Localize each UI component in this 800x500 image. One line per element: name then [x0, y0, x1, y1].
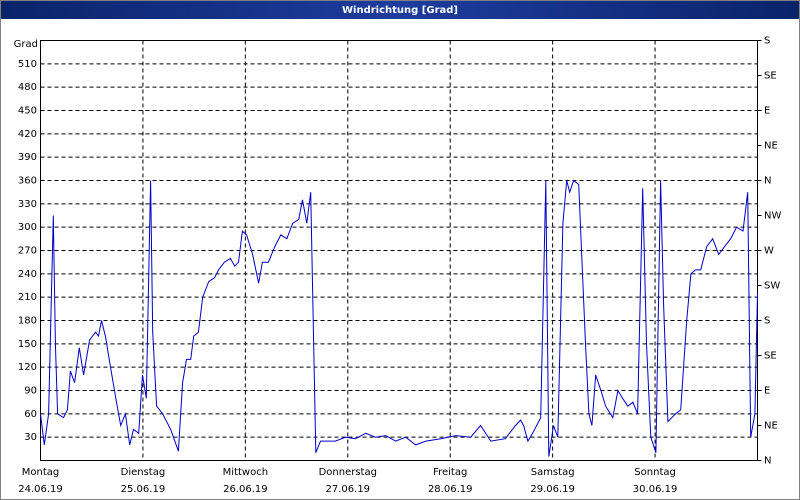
y-tick-label: 360: [18, 176, 37, 187]
y-tick-label: 330: [18, 199, 37, 210]
title-bar: [1, 1, 799, 19]
y2-tick-label: S: [764, 36, 770, 47]
x-tick-date: 26.06.19: [223, 484, 268, 495]
series-line: [40, 179, 758, 457]
x-tick-label: Mittwoch: [223, 467, 268, 478]
y-tick-label: 90: [24, 386, 37, 397]
x-tick-label: Dienstag: [121, 467, 166, 478]
x-tick-date: 27.06.19: [326, 484, 371, 495]
y2-tick-label: SE: [764, 71, 777, 82]
y-tick-label: 180: [18, 316, 37, 327]
y-tick-label: 420: [18, 129, 37, 140]
y-tick-label: 210: [18, 292, 37, 303]
y-axis-label: Grad: [14, 39, 38, 50]
x-tick-date: 29.06.19: [530, 484, 575, 495]
y2-tick-label: E: [764, 106, 770, 117]
y2-tick-label: NW: [764, 211, 781, 222]
y2-tick-label: N: [764, 456, 771, 467]
x-tick-date: 30.06.19: [633, 484, 678, 495]
y-tick-label: 270: [18, 246, 37, 257]
y2-tick-label: SW: [764, 281, 780, 292]
x-tick-date: 25.06.19: [121, 484, 166, 495]
y-tick-label: 300: [18, 222, 37, 233]
y2-tick-label: NE: [764, 141, 778, 152]
y-tick-label: 390: [18, 152, 37, 163]
y-tick-label: 450: [18, 106, 37, 117]
y-tick-label: 240: [18, 269, 37, 280]
y2-tick-label: S: [764, 316, 770, 327]
y-tick-label: 60: [24, 409, 37, 420]
y2-tick-label: W: [764, 246, 774, 257]
x-tick-label: Freitag: [433, 467, 467, 478]
x-tick-date: 24.06.19: [18, 484, 63, 495]
y2-tick-label: N: [764, 176, 771, 187]
y2-tick-label: NE: [764, 421, 778, 432]
x-tick-label: Montag: [22, 467, 59, 478]
x-tick-label: Samstag: [531, 467, 575, 478]
y2-tick-label: SE: [764, 351, 777, 362]
x-tick-label: Sonntag: [634, 467, 676, 478]
x-tick-label: Donnerstag: [319, 467, 377, 478]
y-tick-label: 30: [24, 432, 37, 443]
y-tick-label: 120: [18, 362, 37, 373]
x-tick-date: 28.06.19: [428, 484, 473, 495]
y-tick-label: 480: [18, 82, 37, 93]
chart-title: Windrichtung [Grad]: [342, 5, 458, 16]
y-tick-label: 510: [18, 59, 37, 70]
y-tick-label: 150: [18, 339, 37, 350]
y2-tick-label: E: [764, 386, 770, 397]
